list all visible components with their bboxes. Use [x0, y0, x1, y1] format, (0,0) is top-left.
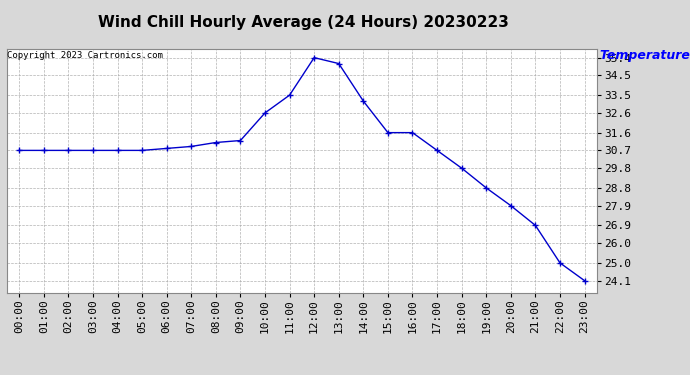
Text: Wind Chill Hourly Average (24 Hours) 20230223: Wind Chill Hourly Average (24 Hours) 202… — [98, 15, 509, 30]
Text: Temperature (°F): Temperature (°F) — [600, 49, 690, 62]
Text: Copyright 2023 Cartronics.com: Copyright 2023 Cartronics.com — [8, 51, 164, 60]
